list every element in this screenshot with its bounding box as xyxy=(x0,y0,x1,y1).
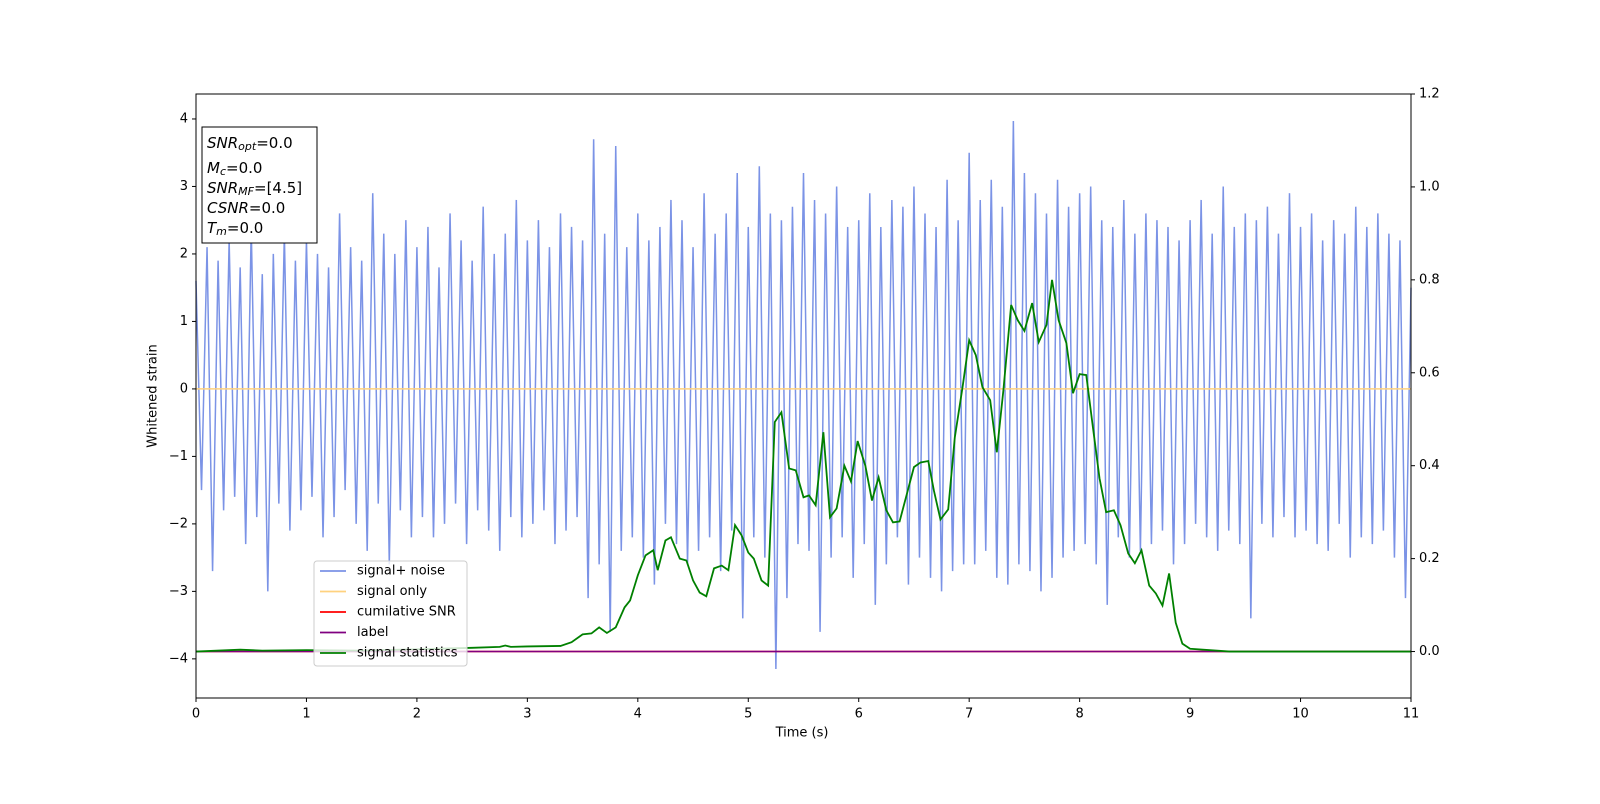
legend-label: signal statistics xyxy=(357,646,458,661)
y-tick-label: −2 xyxy=(169,516,188,531)
annotation-line: SNRMF=[4.5] xyxy=(207,179,302,199)
series-line xyxy=(195,279,1411,653)
annotation-text: =0.0 xyxy=(226,159,262,177)
y-axis-label: Whitened strain xyxy=(146,344,161,447)
x-tick-label: 6 xyxy=(855,707,863,722)
x-tick-label: 11 xyxy=(1403,707,1420,722)
x-tick-label: 8 xyxy=(1075,707,1083,722)
x-axis-label: Time (s) xyxy=(775,726,829,741)
y-tick-label: 2 xyxy=(180,246,188,261)
y-tick-label: −1 xyxy=(169,449,188,464)
annotation-symbol: SNR xyxy=(207,179,238,197)
annotation-line: Mc=0.0 xyxy=(207,159,262,179)
y-tick-label: 3 xyxy=(180,179,188,194)
annotation-line: Tm=0.0 xyxy=(207,219,263,239)
annotation-symbol: T xyxy=(207,219,218,237)
legend-frame xyxy=(313,560,468,667)
annotation-line: SNRopt=0.0 xyxy=(207,134,293,154)
plot-frame xyxy=(195,93,1412,699)
y-tick-label: 1 xyxy=(180,314,188,329)
y-tick-label: −4 xyxy=(169,651,188,666)
y2-tick-label: 0.0 xyxy=(1419,644,1440,659)
x-tick-label: 9 xyxy=(1186,707,1194,722)
y2-tick-label: 1.2 xyxy=(1419,87,1440,102)
y2-tick-label: 0.6 xyxy=(1419,365,1440,380)
y2-tick-label: 0.8 xyxy=(1419,272,1440,287)
x-tick-label: 5 xyxy=(744,707,752,722)
annotation-subscript: c xyxy=(220,165,226,178)
annotation-subscript: opt xyxy=(238,140,257,153)
y2-tick-label: 1.0 xyxy=(1419,179,1440,194)
y-tick-label: −3 xyxy=(169,584,188,599)
annotation-text: =0.0 xyxy=(249,199,285,217)
annotation-symbol: CSNR xyxy=(207,199,249,217)
annotation-line: CSNR=0.0 xyxy=(207,199,285,217)
annotation-text: =0.0 xyxy=(227,219,263,237)
annotation-subscript: MF xyxy=(238,185,254,198)
y-tick-label: 0 xyxy=(180,381,188,396)
y-tick-label: 4 xyxy=(180,111,188,126)
annotation-symbol: SNR xyxy=(207,134,238,152)
annotation-text: =[4.5] xyxy=(254,179,302,197)
x-tick-label: 3 xyxy=(523,707,531,722)
legend-label: signal+ noise xyxy=(357,564,445,579)
annotation-symbol: M xyxy=(207,159,220,177)
legend-label: signal only xyxy=(357,584,427,599)
x-tick-label: 2 xyxy=(413,707,421,722)
series-line xyxy=(195,120,1412,669)
legend-label: cumilative SNR xyxy=(357,605,456,620)
x-tick-label: 1 xyxy=(302,707,310,722)
legend-label: label xyxy=(357,625,388,640)
x-tick-label: 4 xyxy=(634,707,642,722)
x-tick-label: 7 xyxy=(965,707,973,722)
annotation-text: =0.0 xyxy=(256,134,292,152)
x-tick-label: 0 xyxy=(192,707,200,722)
y2-tick-label: 0.4 xyxy=(1419,458,1440,473)
legend: signal+ noise signal only cumilative SNR la… xyxy=(313,560,468,667)
y2-tick-label: 0.2 xyxy=(1419,551,1440,566)
x-tick-label: 10 xyxy=(1292,707,1309,722)
annotation-frame xyxy=(201,126,318,244)
annotation-box: SNRopt=0.0Mc=0.0SNRMF=[4.5]CSNR=0.0Tm=0.… xyxy=(201,126,318,244)
annotation-subscript: m xyxy=(216,225,227,238)
